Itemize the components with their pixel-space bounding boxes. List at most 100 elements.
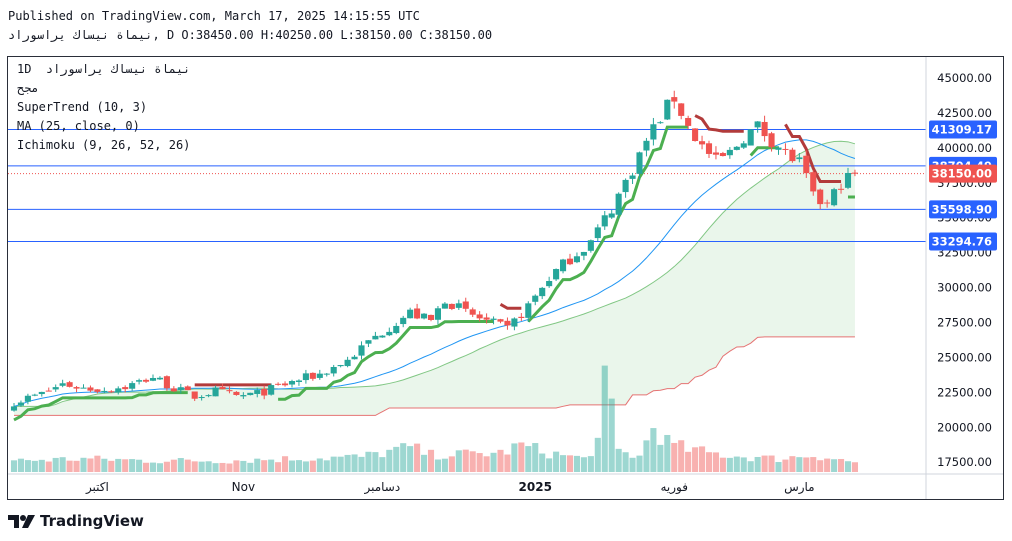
candle-body [136,380,143,382]
volume-bar [726,457,733,472]
candle [407,307,414,319]
price-line-label-bg [929,232,997,251]
volume-bar [282,456,289,472]
volume-bar [414,443,421,472]
candle-body [831,189,838,206]
candle [518,313,525,321]
candle [448,303,455,311]
candle [421,313,428,320]
candle [254,387,261,398]
candle-body [87,387,94,391]
legend-supertrend[interactable]: SuperTrend (10, 3) [17,100,148,114]
volume-bar [240,460,247,472]
candle [650,117,657,146]
price-line-label-bg [929,120,997,139]
candle [59,379,66,388]
last-price-label: 38150.00 [932,167,992,181]
candle-body [212,387,219,397]
candle [789,147,796,163]
candle [108,390,115,393]
volume-bar [740,457,747,472]
candle [212,385,219,397]
candle-body [66,382,73,387]
volume-bar [10,460,18,472]
supertrend-segment [749,146,779,157]
candle-body [421,313,428,319]
candle-body [94,389,101,392]
volume-bar [379,457,386,472]
volume-bar [233,460,240,472]
supertrend-segment [278,319,494,401]
candle-body [824,202,831,204]
candle-body [108,391,115,393]
candle [386,327,393,337]
candle-body [455,303,462,308]
candle [427,314,435,322]
volume-bar [532,443,539,472]
candle [87,385,94,393]
volume-bar [657,444,664,472]
volume-bars [10,365,858,472]
candle [434,305,441,325]
volume-bar [497,449,504,472]
legend-ma[interactable]: MA (25, close, 0) [17,119,140,133]
volume-bar [636,455,643,472]
volume-bar [622,452,629,472]
candle-body [726,149,733,156]
candle [608,209,615,219]
candle-body [163,376,170,389]
candle [316,369,323,380]
volume-bar [566,455,574,472]
price-tick-label: 42500.00 [937,106,992,120]
candle [539,286,546,300]
candle-body [45,390,52,392]
volume-bar [136,459,143,472]
time-tick-label: دسامبر [363,480,400,495]
price-tick-label: 30000.00 [937,281,992,295]
candle [10,403,18,412]
volume-bar [421,454,428,472]
candle-body [525,303,532,318]
candle [525,301,532,323]
candle [733,145,740,151]
volume-bar [546,458,553,472]
candle [657,121,664,124]
volume-bar [851,462,858,472]
volume-bar [323,460,330,472]
candle-body [476,314,483,319]
volume-bar [810,457,817,472]
time-tick-label: اکتبر [85,480,109,495]
candle [233,391,240,396]
legend-ichimoku[interactable]: Ichimoku (9, 26, 52, 26) [17,138,191,152]
candle-body [177,387,184,391]
candle-body [261,388,268,396]
candle-body [143,379,150,382]
candle [358,341,365,360]
candle [198,395,205,401]
candle-body [149,377,157,381]
candle-body [740,143,747,148]
volume-bar [705,452,713,472]
candle-body [712,152,719,155]
candle [45,387,52,392]
volume-bar [288,460,296,472]
volume-bar [796,457,803,472]
candle [31,393,38,397]
volume-bar [560,455,567,472]
volume-bar [615,448,622,472]
candle-body [796,157,803,160]
volume-bar [692,447,699,472]
volume-bar [268,459,275,472]
candle [622,178,629,198]
candle [372,331,379,340]
candle [275,382,282,386]
candle-body [817,189,824,205]
volume-bar [761,455,768,472]
volume-bar [427,449,435,472]
price-tick-label: 27500.00 [937,315,992,329]
last-price-label-bg [929,164,997,183]
candle-body [719,153,726,157]
tradingview-logo-icon [8,515,35,528]
candle [268,383,275,396]
